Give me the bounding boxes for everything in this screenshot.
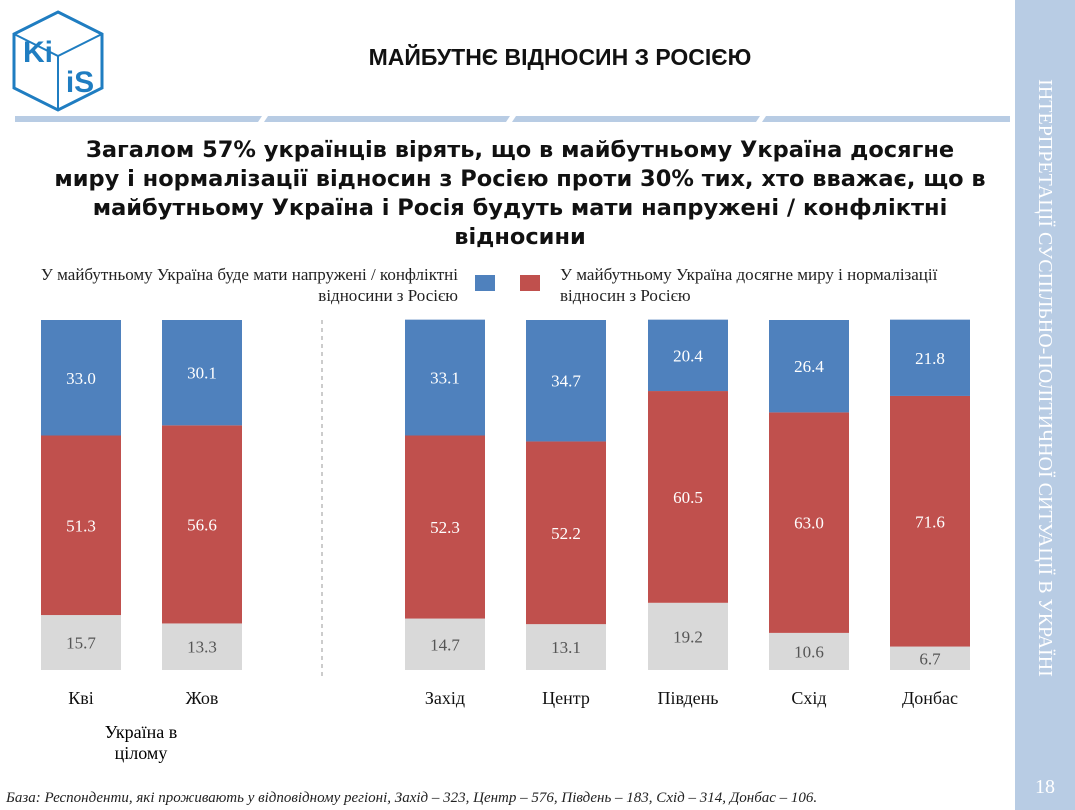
bar-segment [405, 319, 485, 436]
bar-segment [405, 618, 485, 670]
data-label: 10.6 [794, 642, 824, 661]
bar-segment [41, 435, 121, 616]
data-label: 30.1 [187, 364, 217, 383]
data-label: 15.7 [66, 634, 96, 653]
title: МАЙБУТНЄ ВІДНОСИН З РОСІЄЮ [368, 44, 752, 70]
bar-segment [890, 395, 970, 647]
data-label: 33.1 [430, 369, 460, 388]
logo-text: iS [66, 66, 94, 99]
bar-segment [648, 319, 728, 392]
x-tick-label: Донбас [902, 688, 958, 708]
data-label: 52.3 [430, 518, 460, 537]
data-label: 20.4 [673, 346, 703, 365]
x-tick-label: Кві [68, 688, 94, 708]
data-label: 14.7 [430, 635, 460, 654]
chart: Ki iS 15.7 51.3 33.0 Кві 13.3 56.6 30.1 Жов 14.7… [12, 10, 1010, 708]
legend-swatch [475, 275, 495, 291]
bar-segment [41, 320, 121, 436]
bar-segment [890, 646, 970, 670]
logo-text: Ki [23, 36, 53, 69]
subtitle: Загалом 57% українців вірять, що в майбу… [54, 137, 986, 250]
data-label: 52.2 [551, 524, 581, 543]
header-divider [15, 116, 1010, 122]
sidebar [1015, 0, 1075, 810]
data-label: 13.3 [187, 638, 217, 657]
data-label: 21.8 [915, 349, 945, 368]
data-label: 60.5 [673, 488, 703, 507]
bar-segment [41, 615, 121, 670]
group-label: Україна в цілому [104, 722, 178, 763]
bar-segment [648, 602, 728, 670]
data-label: 56.6 [187, 515, 217, 534]
bar-segment [162, 320, 242, 426]
data-label: 34.7 [551, 372, 581, 391]
page-number: 18 [1035, 776, 1055, 798]
data-label: 63.0 [794, 514, 824, 533]
data-label: 26.4 [794, 357, 824, 376]
legend-label: У майбутньому Україна досягне миру і нор… [560, 265, 938, 305]
data-label: 13.1 [551, 638, 581, 657]
data-label: 6.7 [919, 649, 941, 668]
x-tick-label: Південь [657, 688, 718, 708]
logo: Ki iS [12, 10, 104, 112]
bar-segment [162, 623, 242, 670]
x-tick-label: Жов [186, 688, 219, 708]
data-label: 33.0 [66, 369, 96, 388]
bar-segment [526, 441, 606, 625]
sidebar-text: ІНТЕРПРЕТАЦІЇ СУСПІЛЬНО-ПОЛІТИЧНОЇ СИТУА… [1034, 79, 1056, 677]
data-label: 51.3 [66, 516, 96, 535]
bar-segment [162, 425, 242, 624]
footer-note: База: Респонденти, які проживають у відп… [6, 790, 818, 806]
x-tick-label: Схід [791, 688, 826, 708]
bar-segment [526, 320, 606, 442]
bar-segment [890, 319, 970, 396]
data-label: 71.6 [915, 512, 945, 531]
bar-segment [648, 391, 728, 603]
legend-swatch [520, 275, 540, 291]
x-tick-label: Захід [425, 688, 465, 708]
bar-segment [405, 435, 485, 619]
data-label: 19.2 [673, 627, 703, 646]
bar-segment [769, 320, 849, 413]
bar-segment [769, 412, 849, 633]
x-tick-label: Центр [542, 688, 590, 708]
legend-label: У майбутньому Україна буде мати напружен… [40, 265, 458, 305]
bar-segment [769, 632, 849, 670]
bar-segment [526, 624, 606, 670]
